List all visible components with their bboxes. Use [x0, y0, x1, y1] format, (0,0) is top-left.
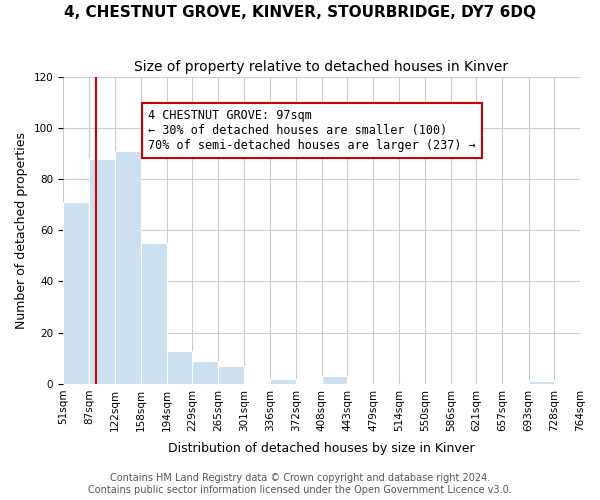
X-axis label: Distribution of detached houses by size in Kinver: Distribution of detached houses by size …: [168, 442, 475, 455]
Title: Size of property relative to detached houses in Kinver: Size of property relative to detached ho…: [134, 60, 509, 74]
Bar: [115, 151, 140, 384]
Bar: [89, 158, 115, 384]
Text: Contains HM Land Registry data © Crown copyright and database right 2024.
Contai: Contains HM Land Registry data © Crown c…: [88, 474, 512, 495]
Bar: [322, 376, 347, 384]
Bar: [269, 379, 296, 384]
Y-axis label: Number of detached properties: Number of detached properties: [15, 132, 28, 328]
Bar: [218, 366, 244, 384]
Text: 4 CHESTNUT GROVE: 97sqm
← 30% of detached houses are smaller (100)
70% of semi-d: 4 CHESTNUT GROVE: 97sqm ← 30% of detache…: [148, 109, 476, 152]
Bar: [63, 202, 89, 384]
Bar: [140, 243, 167, 384]
Text: 4, CHESTNUT GROVE, KINVER, STOURBRIDGE, DY7 6DQ: 4, CHESTNUT GROVE, KINVER, STOURBRIDGE, …: [64, 5, 536, 20]
Bar: [192, 361, 218, 384]
Bar: [167, 350, 192, 384]
Bar: [529, 382, 554, 384]
